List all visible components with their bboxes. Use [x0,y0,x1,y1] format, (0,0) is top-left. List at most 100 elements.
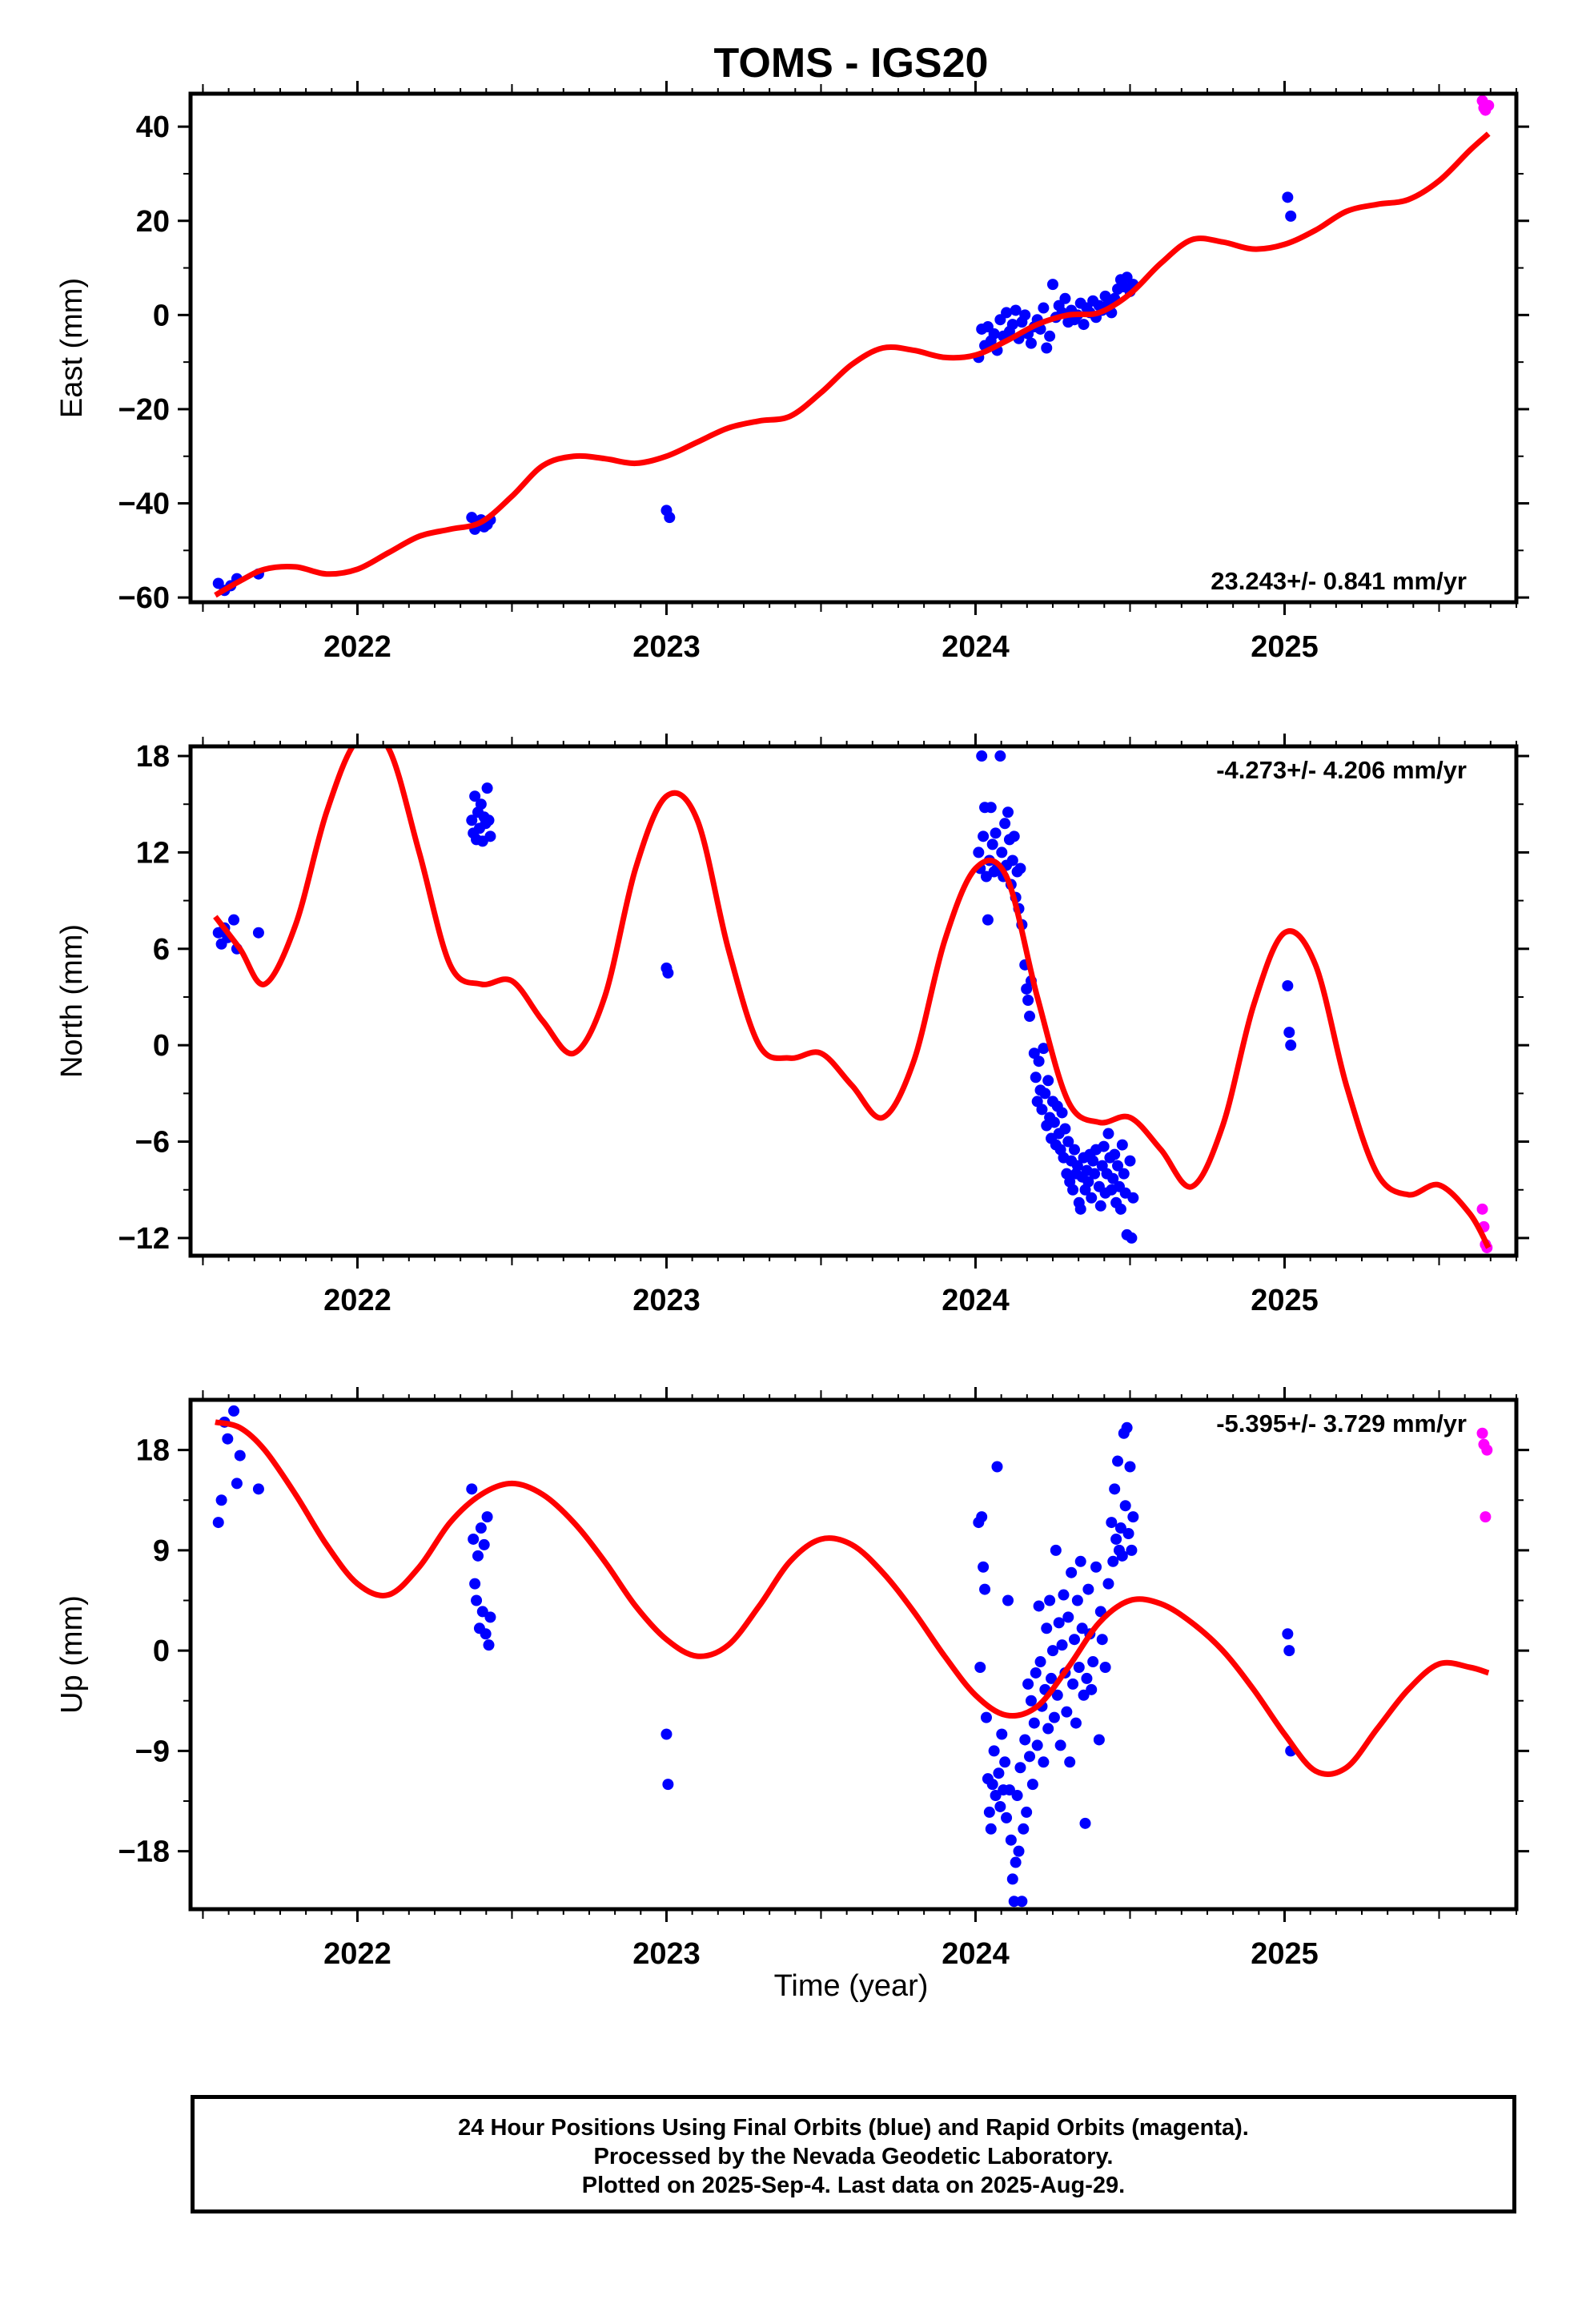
final-orbit-point [1041,342,1053,354]
final-orbit-point [1118,1168,1130,1180]
x-tick-label: 2022 [323,1937,391,1971]
velocity-annotation: -4.273+/- 4.206 mm/yr [1216,756,1467,784]
final-orbit-point [1044,1594,1056,1606]
plot-area [212,94,1495,598]
footer-line-1: 24 Hour Positions Using Final Orbits (bl… [458,2115,1249,2141]
final-orbit-point [1071,1160,1083,1172]
final-orbit-point [662,1779,674,1791]
final-orbit-point [1102,1578,1114,1590]
final-orbit-point [483,1639,495,1651]
final-orbit-point [1126,1232,1138,1244]
final-orbit-point [978,830,990,842]
final-orbit-point [1082,1583,1094,1595]
final-orbit-point [469,790,481,802]
final-orbit-point [1006,854,1018,866]
final-orbit-point [999,818,1011,830]
final-orbit-point [1059,1123,1071,1135]
final-orbit-point [1066,1566,1078,1578]
rapid-orbit-point [1476,1203,1488,1215]
plot-frame [188,91,1519,605]
final-orbit-point [996,1728,1008,1740]
final-orbit-point [983,1806,995,1818]
final-orbit-point [1050,1544,1062,1556]
x-tick-label: 2024 [942,1284,1010,1317]
x-axis-label: Time (year) [774,1969,929,2003]
final-orbit-point [1071,1594,1083,1606]
x-tick-label: 2023 [632,1284,701,1317]
panel-north: 2022 2023 2024 2025 18 12 6 0 −6 −12 North (mm) -4.… [55,734,1529,1317]
final-orbit-point [1096,1634,1108,1646]
x-tick-label: 2023 [632,630,701,664]
x-minor-ticks [202,737,1517,1265]
final-orbit-point [664,512,676,524]
final-orbit-point [1116,1550,1128,1562]
final-orbit-point [1039,1088,1051,1100]
rapid-orbit-point [1481,1444,1493,1456]
model-fit-line [213,746,1492,1249]
final-orbit-point [1048,1711,1060,1723]
final-orbit-point [1048,1116,1060,1128]
final-orbit-point [1014,1762,1026,1774]
final-orbit-point [1093,1734,1105,1746]
final-orbit-point [1107,1172,1119,1184]
x-tick-label: 2025 [1251,630,1319,664]
final-orbit-point [1078,1689,1090,1701]
final-orbit-point [228,1405,240,1417]
final-orbit-point [234,1449,246,1462]
final-orbit-point [1042,1075,1054,1087]
final-orbit-point [1078,319,1090,331]
final-orbit-point [986,1779,998,1791]
y-tick-label: −20 [118,393,170,427]
final-orbit-point [979,1583,991,1595]
rapid-orbit-point [1478,102,1490,114]
y-axis-label: Up (mm) [55,1595,89,1714]
x-minor-ticks [202,84,1517,612]
final-orbit-point [982,914,994,926]
final-orbit-point [1046,1645,1058,1657]
velocity-annotation: 23.243+/- 0.841 mm/yr [1211,567,1467,595]
rapid-orbit-point [1476,1427,1488,1439]
final-orbit-point [973,846,985,858]
y-tick-label: −9 [135,1735,170,1768]
final-orbit-point [1126,1544,1138,1556]
y-tick-label: −6 [135,1126,170,1160]
final-orbit-point [976,1511,988,1523]
final-orbit-point [1285,1039,1297,1051]
final-orbit-point [985,1823,997,1835]
plot-area [212,1405,1493,1908]
final-orbit-point [252,927,264,939]
x-tick-label: 2022 [323,1284,391,1317]
final-orbit-point [1087,1656,1099,1668]
final-orbit-point [1102,1128,1114,1140]
final-orbit-point [1018,1823,1030,1835]
final-orbit-point [1114,1203,1126,1215]
final-orbit-point [1086,1683,1098,1695]
final-orbit-point [1046,279,1058,291]
final-orbit-point [1282,979,1294,991]
final-orbit-point [1285,210,1297,222]
final-orbit-point [999,1756,1011,1768]
final-orbit-point [1074,1203,1086,1215]
final-orbit-point [986,838,998,850]
final-orbit-point [1010,1856,1022,1868]
final-orbit-point [1081,1672,1093,1684]
final-orbit-point [1053,1617,1065,1629]
final-orbit-point [1019,1734,1031,1746]
final-orbit-point [1046,1672,1058,1684]
final-orbit-point [1038,1043,1050,1055]
final-orbit-point [1006,1873,1018,1885]
final-orbit-point [1033,1055,1045,1068]
final-orbit-point [1116,1139,1128,1151]
final-orbit-point [1024,1751,1036,1763]
final-orbit-point [1107,1555,1119,1567]
footer-line-3: Plotted on 2025-Sep-4. Last data on 2025… [581,2173,1126,2198]
y-tick-label: 6 [153,933,170,967]
final-orbit-point [481,782,493,794]
final-orbit-point [1030,1667,1042,1679]
final-orbit-point [1034,1656,1046,1668]
final-orbit-point [988,328,1000,340]
final-orbit-point [1114,1522,1126,1534]
final-orbit-point [1112,1455,1124,1467]
final-orbit-point [466,1483,478,1495]
y-tick-label: 0 [153,1029,170,1063]
